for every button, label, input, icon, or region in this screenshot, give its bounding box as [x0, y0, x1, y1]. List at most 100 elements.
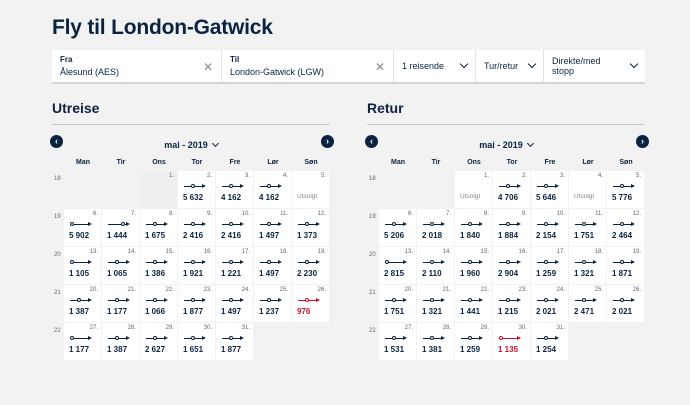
day-cell[interactable]: 3. 4 162: [216, 171, 253, 208]
stop-dot: [191, 222, 195, 226]
day-cell[interactable]: 11. 1 497: [254, 209, 291, 246]
day-cell[interactable]: 21. 1 321: [417, 285, 454, 322]
stop-dot: [70, 222, 74, 226]
prev-month-button[interactable]: ‹: [50, 135, 63, 148]
day-cell[interactable]: 28. 1 381: [417, 323, 454, 360]
day-cell[interactable]: 15. 1 960: [455, 247, 492, 284]
day-cell[interactable]: 7. 2 018: [417, 209, 454, 246]
route-line: [499, 337, 519, 339]
day-cell[interactable]: 26. 2 021: [607, 285, 644, 322]
day-cell[interactable]: 30. 1 135: [493, 323, 530, 360]
next-month-button[interactable]: ›: [321, 135, 334, 148]
day-cell[interactable]: 4. 4 162: [254, 171, 291, 208]
outbound-month-select[interactable]: mai - 2019: [164, 139, 219, 150]
day-cell[interactable]: 29. 1 259: [455, 323, 492, 360]
day-cell[interactable]: 27. 1 177: [64, 323, 101, 360]
day-number: 13.: [404, 249, 413, 255]
day-cell[interactable]: 2. 4 706: [493, 171, 530, 208]
arrowhead: [88, 259, 92, 264]
day-cell[interactable]: 16. 2 904: [493, 247, 530, 284]
arrowhead: [202, 259, 206, 264]
day-cell[interactable]: 11. 1 751: [569, 209, 606, 246]
day-cell[interactable]: 5. 5 776: [607, 171, 644, 208]
day-cell[interactable]: 19. 2 230: [292, 247, 329, 284]
route-line: [385, 261, 405, 263]
stops-dropdown[interactable]: Direkte/med stopp: [544, 50, 645, 82]
day-cell[interactable]: 12. 2 464: [607, 209, 644, 246]
day-cell[interactable]: 19. 1 871: [607, 247, 644, 284]
day-cell[interactable]: 8. 1 675: [140, 209, 177, 246]
day-cell[interactable]: 22. 1 066: [140, 285, 177, 322]
price: 2 154: [536, 231, 557, 240]
price: 1 921: [183, 269, 204, 278]
stop-dot: [620, 298, 624, 302]
flight-stops-icon: [108, 335, 130, 340]
stop-dot: [506, 260, 510, 264]
day-cell[interactable]: 6. 5 902: [64, 209, 101, 246]
to-value[interactable]: London-Gatwick (LGW): [230, 67, 325, 77]
day-cell[interactable]: 14. 1 065: [102, 247, 139, 284]
price: 1 381: [422, 345, 443, 354]
day-cell[interactable]: 25. 2 471: [569, 285, 606, 322]
flight-stops-icon: [184, 259, 206, 264]
trip-type-dropdown[interactable]: Tur/retur: [476, 50, 544, 82]
passengers-dropdown[interactable]: 1 reisende: [394, 50, 476, 82]
day-cell[interactable]: 18. 1 497: [254, 247, 291, 284]
day-cell[interactable]: 16. 1 921: [178, 247, 215, 284]
day-cell[interactable]: 15. 1 386: [140, 247, 177, 284]
arrowhead: [164, 259, 168, 264]
day-cell[interactable]: 17. 1 259: [531, 247, 568, 284]
day-cell[interactable]: 24. 2 021: [531, 285, 568, 322]
day-cell[interactable]: 23. 1 215: [493, 285, 530, 322]
flight-stops-icon: [70, 335, 92, 340]
arrowhead: [202, 221, 206, 226]
day-cell[interactable]: 21. 1 177: [102, 285, 139, 322]
next-month-button[interactable]: ›: [636, 135, 649, 148]
day-cell[interactable]: 9. 1 884: [493, 209, 530, 246]
day-cell[interactable]: 18. 1 321: [569, 247, 606, 284]
weekday-header: Man Tir Ons Tor Fre Lør Søn: [64, 159, 330, 171]
day-cell[interactable]: 31. 1 877: [216, 323, 253, 360]
day-cell[interactable]: 2. 5 632: [178, 171, 215, 208]
day-cell[interactable]: 29. 2 627: [140, 323, 177, 360]
day-cell[interactable]: 3. 5 646: [531, 171, 568, 208]
price: 1 065: [107, 269, 128, 278]
to-field[interactable]: Til London-Gatwick (LGW) ✕: [222, 50, 394, 82]
day-number: 12.: [632, 211, 641, 217]
prev-month-button[interactable]: ‹: [365, 135, 378, 148]
day-cell[interactable]: 28. 1 387: [102, 323, 139, 360]
day-cell[interactable]: 23. 1 877: [178, 285, 215, 322]
clear-from-icon[interactable]: ✕: [202, 60, 213, 74]
day-cell[interactable]: 31. 1 254: [531, 323, 568, 360]
stop-dot: [468, 260, 472, 264]
day-cell[interactable]: 12. 1 373: [292, 209, 329, 246]
day-cell[interactable]: 9. 2 416: [178, 209, 215, 246]
day-cell[interactable]: 30. 1 651: [178, 323, 215, 360]
day-cell[interactable]: 20. 1 751: [379, 285, 416, 322]
day-cell[interactable]: 13. 2 815: [379, 247, 416, 284]
day-cell[interactable]: 10. 2 154: [531, 209, 568, 246]
flight-stops-icon: [613, 259, 635, 264]
stop-dot: [620, 222, 624, 226]
day-cell[interactable]: 26. 976: [292, 285, 329, 322]
stop-dot: [229, 298, 233, 302]
day-cell[interactable]: 7. 1 444: [102, 209, 139, 246]
day-cell[interactable]: 13. 1 105: [64, 247, 101, 284]
clear-to-icon[interactable]: ✕: [374, 60, 385, 74]
price: 1 877: [183, 307, 204, 316]
day-cell[interactable]: 27. 1 531: [379, 323, 416, 360]
day-cell[interactable]: 8. 1 840: [455, 209, 492, 246]
from-value[interactable]: Ålesund (AES): [60, 67, 120, 77]
day-cell[interactable]: 25. 1 237: [254, 285, 291, 322]
day-cell[interactable]: 14. 2 110: [417, 247, 454, 284]
price: 1 751: [574, 231, 595, 240]
outbound-heading: Utreise: [52, 100, 330, 125]
day-cell[interactable]: 20. 1 387: [64, 285, 101, 322]
from-field[interactable]: Fra Ålesund (AES) ✕: [52, 50, 222, 82]
return-month-select[interactable]: mai - 2019: [479, 139, 534, 150]
day-cell[interactable]: 17. 1 221: [216, 247, 253, 284]
day-cell[interactable]: 24. 1 497: [216, 285, 253, 322]
day-cell[interactable]: 10. 2 416: [216, 209, 253, 246]
day-cell[interactable]: 22. 1 441: [455, 285, 492, 322]
day-cell[interactable]: 6. 5 206: [379, 209, 416, 246]
